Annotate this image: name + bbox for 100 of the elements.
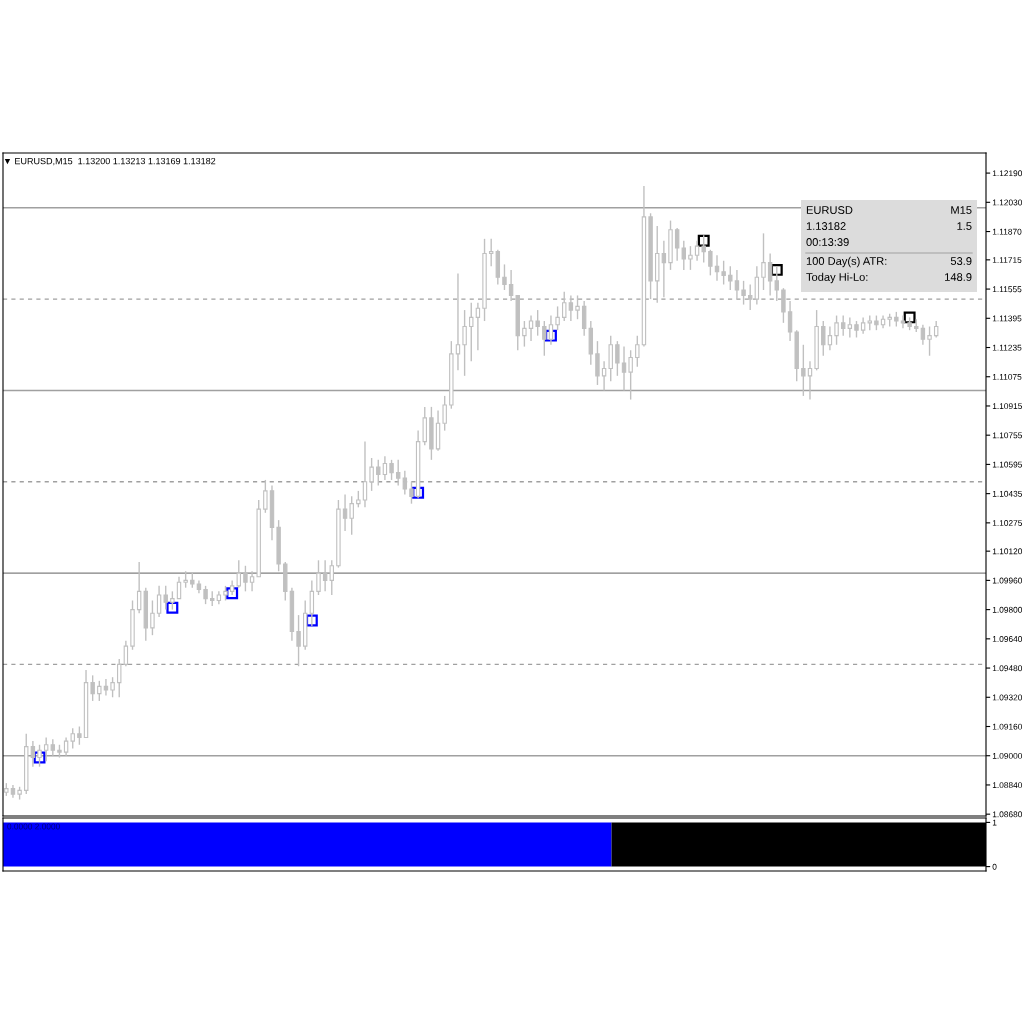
- candlestick: [329, 559, 334, 596]
- candlestick: [542, 320, 547, 357]
- candlestick: [409, 481, 414, 505]
- candlestick: [781, 287, 786, 324]
- annotation: 1.5: [957, 222, 972, 230]
- candlestick: [827, 325, 833, 351]
- candlestick: [708, 249, 713, 277]
- candlestick: [362, 440, 368, 509]
- y-tick-label: 1.11555: [992, 286, 1022, 293]
- candlestick: [502, 263, 507, 291]
- candlestick: [528, 314, 534, 342]
- candlestick: [236, 559, 242, 589]
- candlestick: [322, 559, 328, 593]
- candlestick: [342, 493, 348, 532]
- y-tick-label: 1.10275: [992, 520, 1023, 526]
- candlestick: [462, 309, 467, 377]
- candlestick: [123, 639, 129, 667]
- candlestick: [508, 269, 514, 302]
- annotation: 53.9: [950, 257, 972, 265]
- annotation: 00:13:39: [806, 238, 849, 246]
- candlestick: [163, 585, 168, 611]
- candlestick: [77, 725, 82, 746]
- candlestick: [349, 495, 354, 536]
- candlestick: [615, 340, 620, 377]
- candlestick: [70, 727, 75, 750]
- candlestick: [469, 302, 474, 362]
- candlestick: [110, 676, 115, 698]
- candlestick: [395, 459, 401, 487]
- candlestick: [389, 459, 394, 481]
- y-tick-label: 1.12030: [992, 199, 1023, 206]
- y-tick-label: 1.09160: [992, 723, 1023, 730]
- annotation: Today Hi-Lo:: [806, 272, 868, 284]
- candlestick: [787, 300, 793, 342]
- candlestick: [701, 234, 706, 264]
- candlestick: [103, 678, 109, 697]
- candlestick: [249, 570, 255, 593]
- candlestick: [37, 744, 42, 768]
- y-tick-label: 1.09960: [992, 577, 1023, 584]
- point: [33, 751, 46, 764]
- candlestick: [402, 470, 408, 496]
- candlestick: [522, 320, 527, 348]
- candlestick: [488, 238, 494, 267]
- candlestick: [296, 614, 301, 667]
- y-tick-label: 1.10755: [992, 432, 1023, 439]
- y-tick-label: 0: [992, 863, 997, 870]
- candlestick: [203, 585, 208, 605]
- candlestick: [581, 300, 587, 337]
- y-tick-label: 1.10915: [992, 403, 1023, 410]
- candlestick: [263, 479, 268, 514]
- candlestick: [674, 227, 680, 262]
- y-tick-label: 1.09000: [992, 752, 1023, 759]
- point: [697, 234, 710, 247]
- y-tick-label: 1.11235: [992, 344, 1022, 351]
- annotation: M15: [951, 206, 972, 214]
- candlestick: [754, 265, 760, 306]
- candlestick: [741, 280, 746, 306]
- y-tick-label: 1.11075: [992, 373, 1022, 380]
- candlestick: [767, 252, 773, 297]
- candlestick: [747, 283, 753, 311]
- candlestick: [761, 232, 766, 291]
- candlestick: [43, 736, 49, 762]
- annotation: 148.9: [945, 273, 972, 281]
- candlestick: [681, 239, 687, 271]
- candlestick: [920, 323, 926, 346]
- candlestick: [150, 599, 155, 636]
- annotation: 100 Day(s) ATR:: [806, 256, 887, 268]
- y-tick-label: 1.12190: [992, 170, 1023, 177]
- candlestick: [63, 736, 69, 757]
- candlestick: [376, 459, 381, 487]
- candlestick: [847, 316, 853, 339]
- candlestick: [575, 294, 580, 320]
- point: [770, 263, 783, 276]
- candlestick: [369, 457, 374, 492]
- candlestick: [30, 740, 36, 768]
- candlestick: [243, 565, 248, 593]
- candlestick: [548, 314, 554, 346]
- annotation: EURUSD: [806, 206, 853, 214]
- candlestick: [156, 585, 162, 618]
- candlestick: [170, 590, 175, 611]
- point: [166, 601, 179, 614]
- y-tick-label: 1.08680: [992, 811, 1023, 818]
- y-tick-label: 1.09640: [992, 636, 1023, 642]
- y-tick-label: 1.08840: [992, 782, 1023, 789]
- candlestick: [821, 320, 826, 357]
- candlestick: [621, 345, 627, 392]
- candlestick: [840, 314, 846, 337]
- y-tick-label: 1: [992, 819, 997, 826]
- candlestick: [595, 340, 600, 386]
- candlestick: [535, 309, 540, 337]
- y-tick-label: 1.10595: [992, 461, 1023, 468]
- candlestick: [721, 260, 726, 286]
- candlestick: [801, 344, 806, 397]
- y-tick-label: 1.11395: [992, 315, 1022, 322]
- candlestick: [628, 349, 633, 401]
- annotation: 0.0000 2.0000: [7, 823, 60, 830]
- candlestick: [568, 294, 574, 322]
- point: [412, 486, 425, 499]
- candlestick: [927, 325, 932, 357]
- candlestick: [661, 239, 667, 298]
- candlestick: [774, 265, 779, 302]
